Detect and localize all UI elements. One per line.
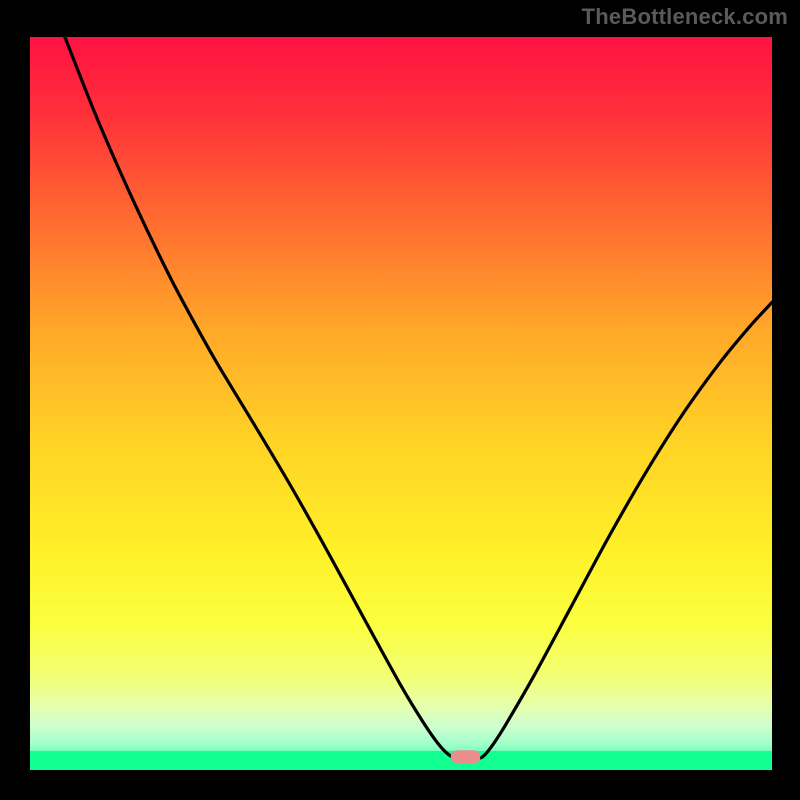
gradient-background (30, 37, 772, 770)
baseline-band (30, 751, 772, 770)
chart-container: TheBottleneck.com (0, 0, 800, 800)
plot-svg (0, 0, 800, 800)
optimum-marker (451, 750, 481, 763)
